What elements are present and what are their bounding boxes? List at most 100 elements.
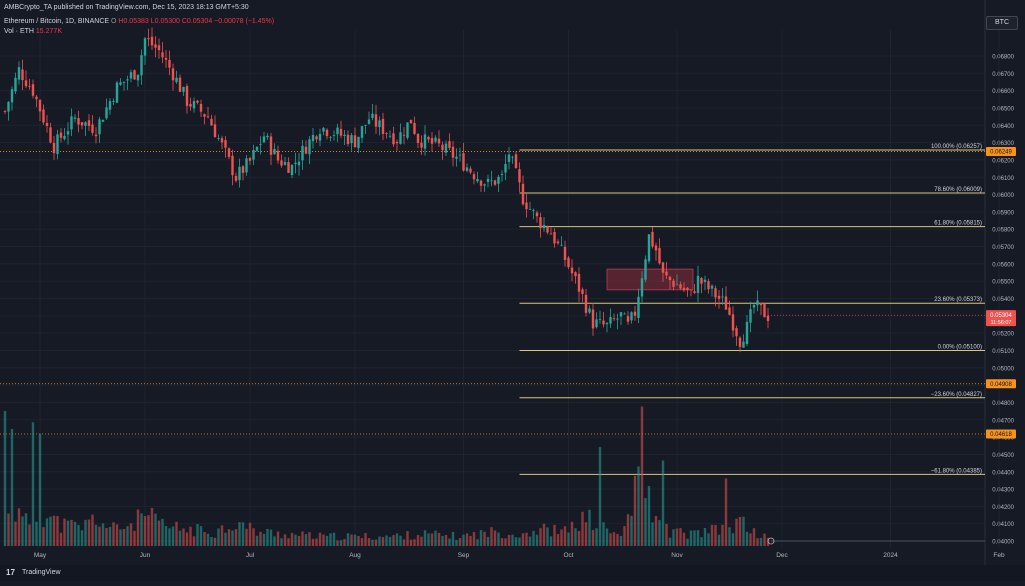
candle-body <box>616 318 619 320</box>
candle-body <box>185 86 189 106</box>
candle-body <box>28 85 31 87</box>
volume-bar <box>710 524 714 546</box>
candle-body <box>665 271 668 276</box>
volume-bar <box>150 507 154 546</box>
volume-bar <box>122 528 126 546</box>
volume-bar <box>17 508 21 546</box>
candle-body <box>427 136 430 140</box>
volume-bar <box>556 534 560 546</box>
volume-bar <box>322 534 325 546</box>
candle-body <box>164 57 168 60</box>
level-price-label: 0.04908 <box>990 382 1012 388</box>
candle-body <box>738 337 742 347</box>
y-tick-label: 0.06000 <box>992 193 1014 199</box>
candle-body <box>325 129 329 137</box>
x-tick-label: Sep <box>458 552 470 559</box>
resistance-zone <box>606 268 694 291</box>
candle-body <box>143 38 147 56</box>
currency-badge[interactable]: BTC <box>986 16 1018 30</box>
level-price-label: 0.04618 <box>990 432 1012 438</box>
volume-bar <box>535 534 539 546</box>
candle-body <box>388 135 392 137</box>
volume-bar <box>171 526 175 546</box>
x-tick-label: Aug <box>349 552 361 559</box>
candle-body <box>724 296 728 310</box>
candle-body <box>234 175 238 181</box>
candle-body <box>311 135 315 142</box>
y-tick-label: 0.06500 <box>992 106 1014 112</box>
candle-body <box>80 122 84 126</box>
volume-bar <box>301 531 304 546</box>
candle-body <box>35 96 38 100</box>
candle-body <box>588 308 591 313</box>
volume-bar <box>500 538 504 546</box>
volume-bar <box>612 532 616 546</box>
volume-bar <box>80 530 84 546</box>
symbol-name[interactable]: Ethereum / Bitcoin, 1D, BINANCE <box>4 18 110 25</box>
volume-bar <box>35 521 38 546</box>
volume-bar <box>287 538 290 546</box>
y-tick-label: 0.05000 <box>992 366 1014 372</box>
candle-body <box>84 122 87 126</box>
volume-bar <box>45 518 49 546</box>
candle-body <box>451 146 455 158</box>
candle-body <box>511 156 514 158</box>
volume-bar <box>129 523 133 546</box>
volume-bar <box>84 519 87 546</box>
volume-bar <box>451 531 455 546</box>
volume-bar <box>364 533 367 546</box>
volume-bar <box>255 535 259 546</box>
candle-body <box>182 86 185 92</box>
volume-bar <box>728 527 731 546</box>
volume-bar <box>595 528 598 546</box>
candle-body <box>479 180 483 186</box>
volume-bar <box>91 514 94 546</box>
candle-body <box>644 259 647 280</box>
volume-bar <box>465 533 469 546</box>
candle-body <box>476 178 479 182</box>
candle-body <box>556 241 560 244</box>
current-price-tag <box>986 310 1016 327</box>
volume-bar <box>367 538 371 546</box>
volume-bar <box>609 533 612 546</box>
candle-body <box>514 154 518 169</box>
candle-body <box>689 289 693 291</box>
volume-bar <box>602 522 605 546</box>
volume-bar <box>637 466 640 546</box>
volume-bar <box>738 516 742 546</box>
x-tick-label: Jul <box>246 552 255 559</box>
volume-bar <box>315 538 318 546</box>
volume-bar <box>402 539 406 546</box>
volume-bar <box>514 537 518 546</box>
candle-body <box>63 135 66 140</box>
volume-bar <box>182 528 185 546</box>
volume-bar <box>290 532 294 546</box>
volume-bar <box>101 523 105 546</box>
fib-level-label: −23.60% (0.04827) <box>931 392 982 398</box>
candle-body <box>322 127 325 132</box>
volume-bar <box>245 528 248 546</box>
candle-body <box>150 36 154 46</box>
y-tick-label: 0.05100 <box>992 349 1014 355</box>
volume-bar <box>388 536 392 546</box>
candle-body <box>630 312 633 321</box>
volume-bar <box>409 539 413 546</box>
footer-brand[interactable]: TradingView <box>22 569 61 576</box>
volume-bar <box>164 526 168 546</box>
candle-body <box>462 153 465 171</box>
x-tick-label: 2024 <box>883 552 898 559</box>
volume-bar <box>525 532 528 546</box>
y-tick-label: 0.06700 <box>992 72 1014 78</box>
volume-bar <box>231 530 234 546</box>
candle-body <box>567 257 570 268</box>
candle-body <box>595 319 598 328</box>
candle-body <box>472 174 476 180</box>
tradingview-logo-icon: 17 <box>6 568 15 577</box>
volume-bar <box>42 527 45 546</box>
candle-body <box>294 162 297 165</box>
candle-body <box>756 300 759 306</box>
volume-bar <box>140 513 143 546</box>
candle-body <box>423 134 427 149</box>
